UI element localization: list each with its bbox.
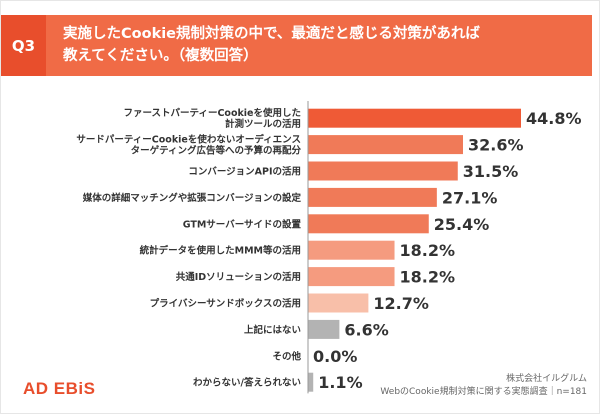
category-label: 共通IDソリューションの活用 [176,271,301,283]
value-label: 44.8% [526,109,582,128]
bar [308,240,395,260]
value-label: 6.6% [344,320,388,339]
value-label: 18.2% [400,241,456,260]
value-label: 25.4% [434,215,490,234]
category-label: その他 [272,350,301,362]
question-banner: Q3 実施したCookie規制対策の中で、最適だと感じる対策があれば 教えてくだ… [1,15,592,76]
value-label: 32.6% [468,136,524,155]
value-label: 0.0% [313,347,357,366]
bar [308,161,458,181]
category-label: コンバージョンAPIの活用 [188,166,301,178]
category-label: わからない/答えられない [193,377,301,389]
category-label: サードパーティーCookieを使わないオーディエンスターゲティング広告等への予算… [76,134,301,157]
category-label: 上記にはない [244,324,301,336]
value-label: 12.7% [373,294,429,313]
value-label: 18.2% [400,268,456,287]
survey-source: 株式会社イルグルム WebのCookie規制対策に関する実態調査｜n=181 [327,373,587,399]
question-id-badge: Q3 [1,15,46,76]
source-survey: WebのCookie規制対策に関する実態調査｜n=181 [380,387,587,397]
brand-logo: AD EBiS [23,379,96,398]
category-label: 媒体の詳細マッチングや拡張コンバージョンの設定 [82,192,302,204]
bar [308,187,437,207]
bar [308,267,395,287]
bar [308,293,369,313]
source-company: 株式会社イルグルム [506,374,587,384]
category-label: 統計データを使用したMMM等の活用 [140,245,301,257]
bar [308,108,521,128]
category-label: ファーストパーティーCookieを使用した計測ツールの活用 [124,107,302,130]
question-title: 実施したCookie規制対策の中で、最適だと感じる対策があれば 教えてください。… [63,26,480,64]
bar [308,214,429,234]
value-label: 1.1% [318,373,362,392]
bar [308,319,340,339]
category-label: プライバシーサンドボックスの活用 [150,298,301,310]
bar [308,135,463,155]
category-label: GTMサーバーサイドの設置 [183,218,302,230]
value-label: 31.5% [463,162,519,181]
bar [308,372,314,392]
value-label: 27.1% [442,188,498,207]
